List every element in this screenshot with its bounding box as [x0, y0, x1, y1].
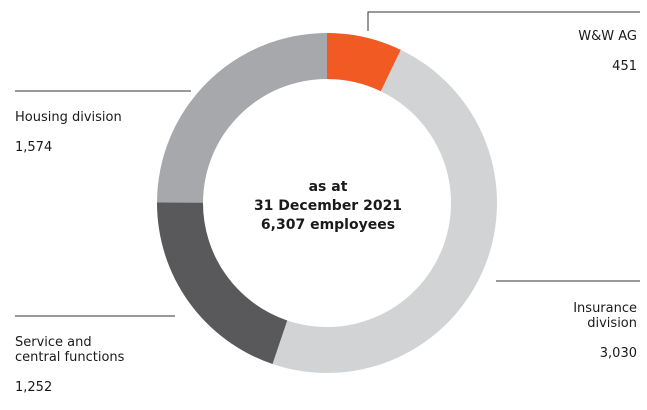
- center-line-total: 6,307 employees: [260, 217, 396, 233]
- label-service-name: Service and central functions: [15, 335, 125, 365]
- leader-line-ww-ag: [367, 11, 640, 31]
- label-housing: Housing division 1,574: [15, 95, 122, 170]
- label-ww-ag-name: W&W AG: [578, 29, 637, 44]
- donut-center-text: as at 31 December 2021 6,307 employees: [228, 178, 428, 235]
- label-ww-ag: W&W AG 451: [578, 14, 637, 89]
- center-line-date: 31 December 2021: [253, 198, 403, 214]
- label-ww-ag-value: 451: [612, 59, 637, 74]
- leader-lines: [15, 11, 640, 317]
- label-service-value: 1,252: [15, 380, 53, 395]
- slice-service-and-central-functions: [157, 202, 288, 365]
- label-housing-value: 1,574: [15, 140, 53, 155]
- slice-housing-division: [157, 33, 327, 203]
- slice-w-w-ag: [327, 33, 401, 92]
- label-housing-name: Housing division: [15, 110, 122, 125]
- center-line-as-at: as at: [308, 179, 348, 195]
- label-service: Service and central functions 1,252: [15, 320, 124, 410]
- label-insurance-name: Insurance division: [573, 301, 637, 331]
- slice-insurance-division: [272, 49, 498, 374]
- label-insurance-value: 3,030: [599, 346, 637, 361]
- donut-slices: [157, 33, 498, 374]
- label-insurance: Insurance division 3,030: [573, 286, 637, 376]
- donut-chart: [15, 11, 640, 374]
